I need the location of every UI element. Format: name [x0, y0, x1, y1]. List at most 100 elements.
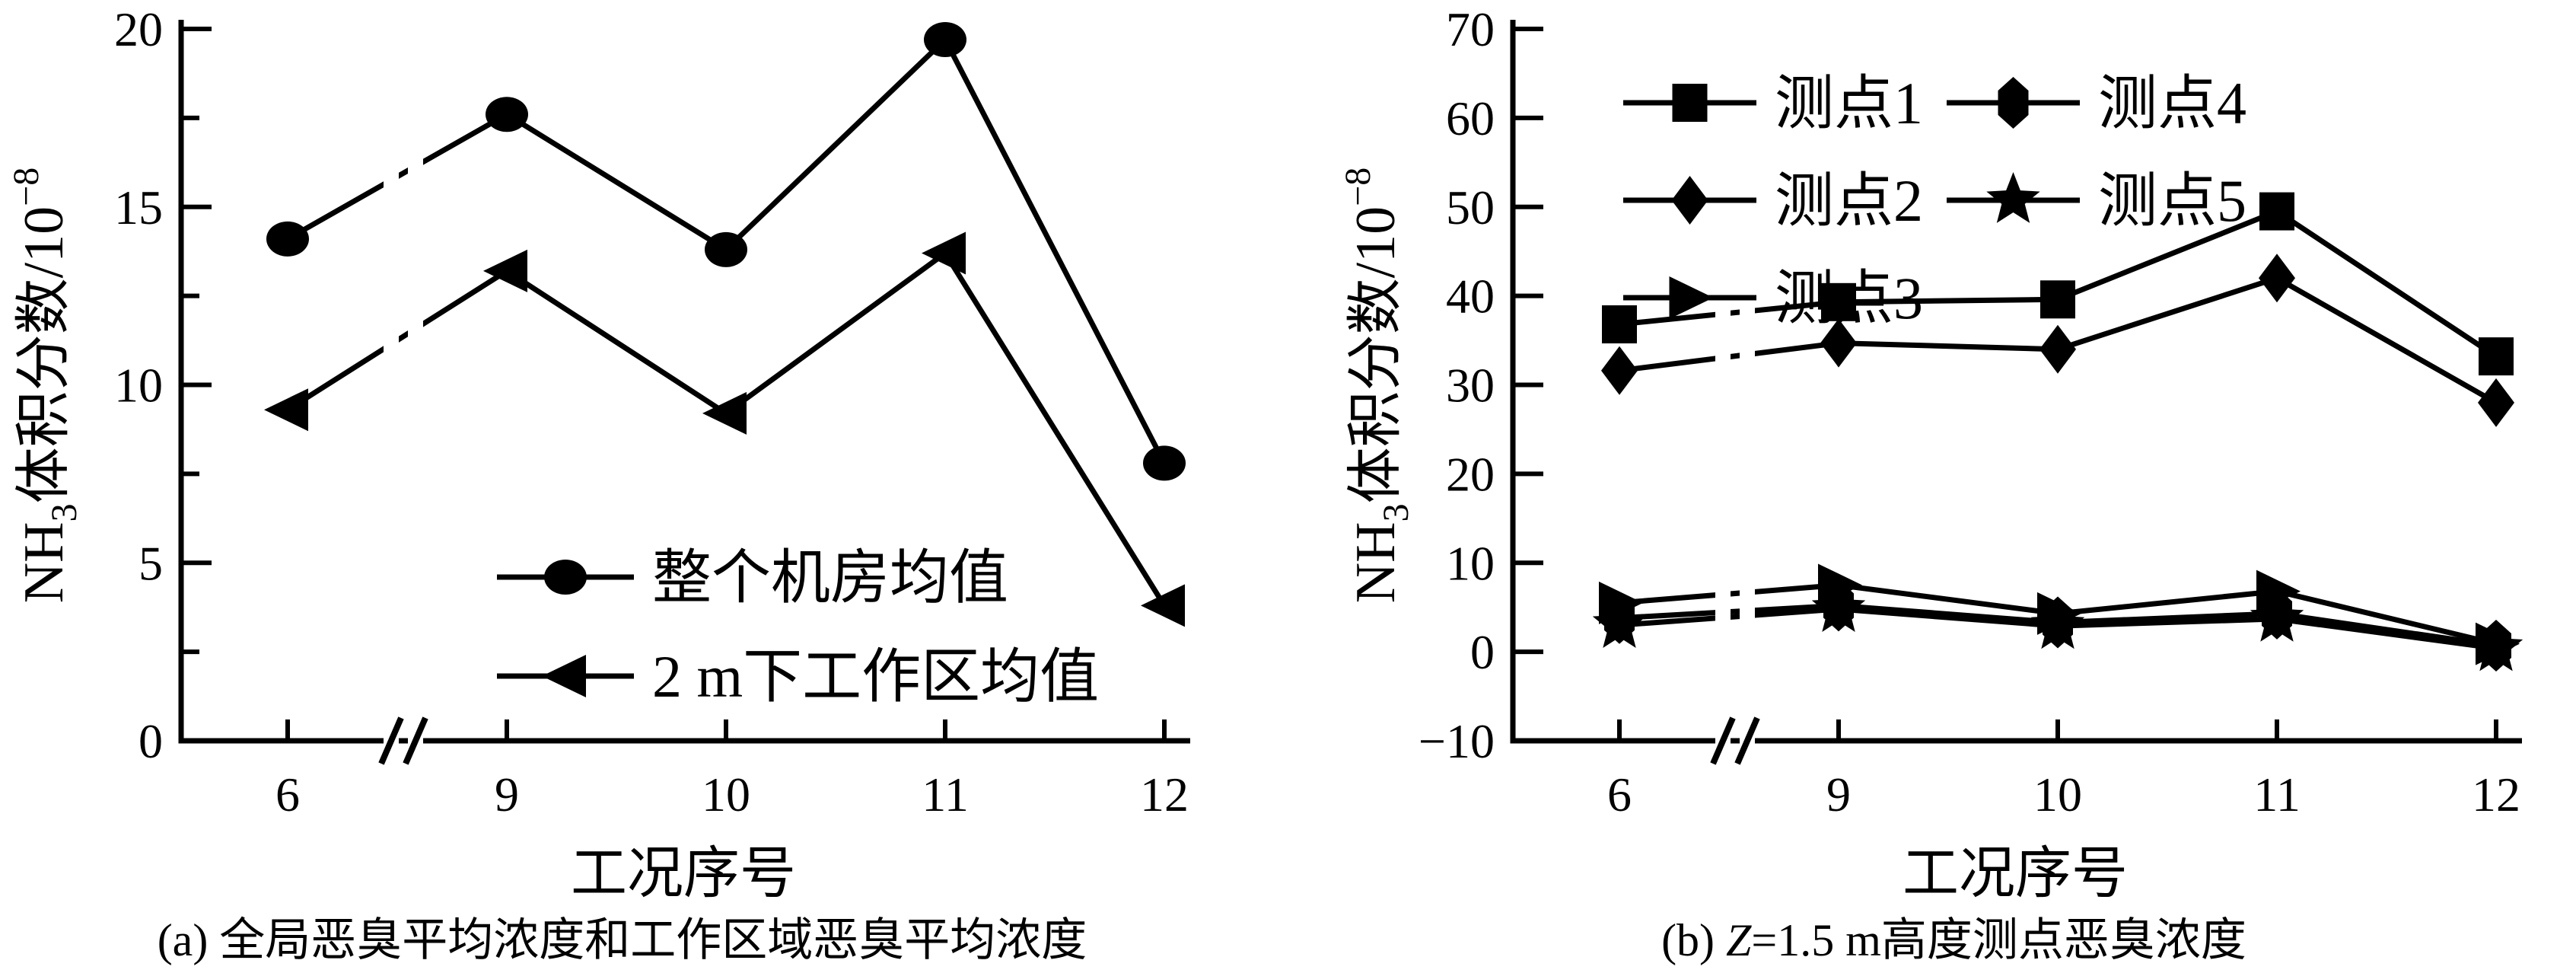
x-tick-label: 12	[2472, 767, 2520, 821]
data-point-测点5	[2250, 590, 2304, 642]
y-axis-title-subscript: 3	[1376, 503, 1416, 522]
star-legend-marker	[1985, 172, 2040, 223]
square-legend-marker	[1672, 84, 1707, 122]
legend-label: 测点4	[2098, 70, 2246, 136]
y-axis-title-main: NH	[1345, 522, 1407, 603]
y-tick-labels: 0 5 10 15 20	[114, 2, 163, 768]
y-tick-label: 40	[1446, 270, 1495, 324]
y-tick-label: 30	[1446, 359, 1495, 413]
x-axis-title: 工况序号	[571, 843, 796, 905]
caption-b-suffix: =1.5 m高度测点恶臭浓度	[1751, 915, 2246, 965]
data-point-整个机房均值	[704, 231, 747, 267]
y-tick-label: 10	[1446, 536, 1495, 590]
y-tick-labels: −10 0 10 20 30 40 50 60 70	[1418, 2, 1494, 768]
panel-b: −10 0 10 20 30 40 50 60 70 6 9 10 11 12 测点1 测点2 测点3 测点4 测点…	[1345, 0, 2563, 965]
legend-item: 2 m下工作区均值	[496, 643, 1099, 710]
x-ticks	[285, 719, 1167, 741]
data-point-2 m下工作区均值	[482, 249, 527, 292]
legend-label: 测点5	[2098, 167, 2246, 234]
x-ticks	[1616, 719, 2498, 741]
series-markers-测点1	[1601, 192, 2514, 376]
caption-b-variable: Z	[1726, 915, 1752, 965]
data-point-测点1	[2259, 192, 2294, 231]
axis-break-slash	[1734, 716, 1760, 765]
data-point-2 m下工作区均值	[1140, 584, 1185, 627]
caption-b-prefix: (b)	[1661, 915, 1727, 965]
y-axis-title-subscript: 3	[44, 503, 84, 522]
data-point-测点5	[1592, 597, 1646, 648]
triangle-left-legend-marker	[541, 655, 586, 697]
x-tick-label: 6	[1607, 767, 1632, 821]
data-point-测点1	[2039, 280, 2075, 319]
y-axis-title-main: NH	[14, 522, 75, 603]
axis-break-gap	[383, 33, 399, 764]
x-tick-labels: 6 9 10 11 12	[1607, 767, 2520, 821]
y-tick-label: 0	[1470, 625, 1495, 679]
data-point-测点5	[1811, 581, 1865, 632]
y-ticks	[180, 27, 212, 743]
y-tick-label: 50	[1446, 180, 1495, 234]
x-tick-label: 10	[2033, 767, 2082, 821]
y-axis-title: NH3体积分数/10−8	[1345, 167, 1416, 604]
data-point-测点1	[1601, 305, 1637, 344]
y-axis-title-mid: 体积分数/10	[1345, 206, 1407, 504]
legend-label: 整个机房均值	[652, 544, 1008, 611]
x-tick-label: 11	[922, 767, 969, 821]
axis-break-slash	[1709, 716, 1736, 765]
y-axis-title: NH3体积分数/10−8	[14, 167, 84, 604]
y-tick-label: 0	[139, 714, 163, 768]
axes	[178, 20, 1190, 744]
data-point-整个机房均值	[266, 221, 309, 257]
axis-break-gap	[407, 33, 423, 764]
triangle-right-legend-marker	[1669, 276, 1713, 319]
data-point-测点2	[2258, 254, 2295, 303]
data-point-2 m下工作区均值	[702, 391, 747, 435]
y-axis-title-superscript: −8	[1345, 167, 1378, 206]
legend-label: 测点1	[1775, 70, 1923, 136]
data-point-整个机房均值	[485, 97, 528, 132]
series-markers-整个机房均值	[266, 22, 1186, 481]
data-point-2 m下工作区均值	[263, 388, 308, 432]
legend-item: 测点1	[1622, 70, 1923, 136]
axis-break-slash	[402, 716, 428, 765]
y-tick-label: −10	[1418, 714, 1494, 768]
legend-label: 测点2	[1775, 167, 1923, 234]
data-point-2 m下工作区均值	[921, 231, 966, 275]
y-axis-title-superscript: −8	[14, 167, 46, 206]
data-point-测点5	[2469, 620, 2523, 672]
hexagon-legend-marker	[1998, 77, 2028, 129]
caption-a: (a) 全局恶臭平均浓度和工作区域恶臭平均浓度	[14, 915, 1231, 965]
legend-label: 2 m下工作区均值	[652, 643, 1099, 710]
legend: 测点1 测点2 测点3 测点4 测点5	[1622, 70, 2246, 331]
y-tick-label: 70	[1446, 2, 1495, 56]
data-point-整个机房均值	[923, 22, 966, 58]
legend-item: 测点3	[1622, 265, 1923, 331]
x-tick-label: 9	[1826, 767, 1851, 821]
x-tick-label: 9	[495, 767, 519, 821]
data-point-测点1	[1820, 282, 1856, 321]
data-point-测点2	[1820, 318, 1857, 368]
legend-item: 测点5	[1946, 167, 2246, 234]
x-axis-title: 工况序号	[1903, 843, 2128, 905]
data-point-整个机房均值	[1142, 445, 1186, 481]
data-point-测点5	[2030, 598, 2084, 649]
data-point-测点2	[2039, 324, 2076, 374]
axis-break-gap	[1715, 33, 1731, 764]
y-tick-label: 5	[139, 536, 163, 590]
y-tick-label: 15	[114, 180, 163, 234]
x-tick-label: 6	[275, 767, 300, 821]
y-tick-label: 20	[114, 2, 163, 56]
legend-item: 测点4	[1946, 70, 2246, 136]
series-markers-2 m下工作区均值	[263, 231, 1185, 627]
x-tick-label: 12	[1140, 767, 1189, 821]
y-tick-label: 60	[1446, 91, 1495, 145]
x-tick-label: 11	[2253, 767, 2301, 821]
legend-label: 测点3	[1775, 265, 1923, 331]
caption-b: (b) Z=1.5 m高度测点恶臭浓度	[1345, 915, 2563, 965]
legend-item: 整个机房均值	[496, 544, 1008, 611]
caption-a-text: (a) 全局恶臭平均浓度和工作区域恶臭平均浓度	[157, 915, 1087, 965]
x-tick-labels: 6 9 10 11 12	[275, 767, 1189, 821]
